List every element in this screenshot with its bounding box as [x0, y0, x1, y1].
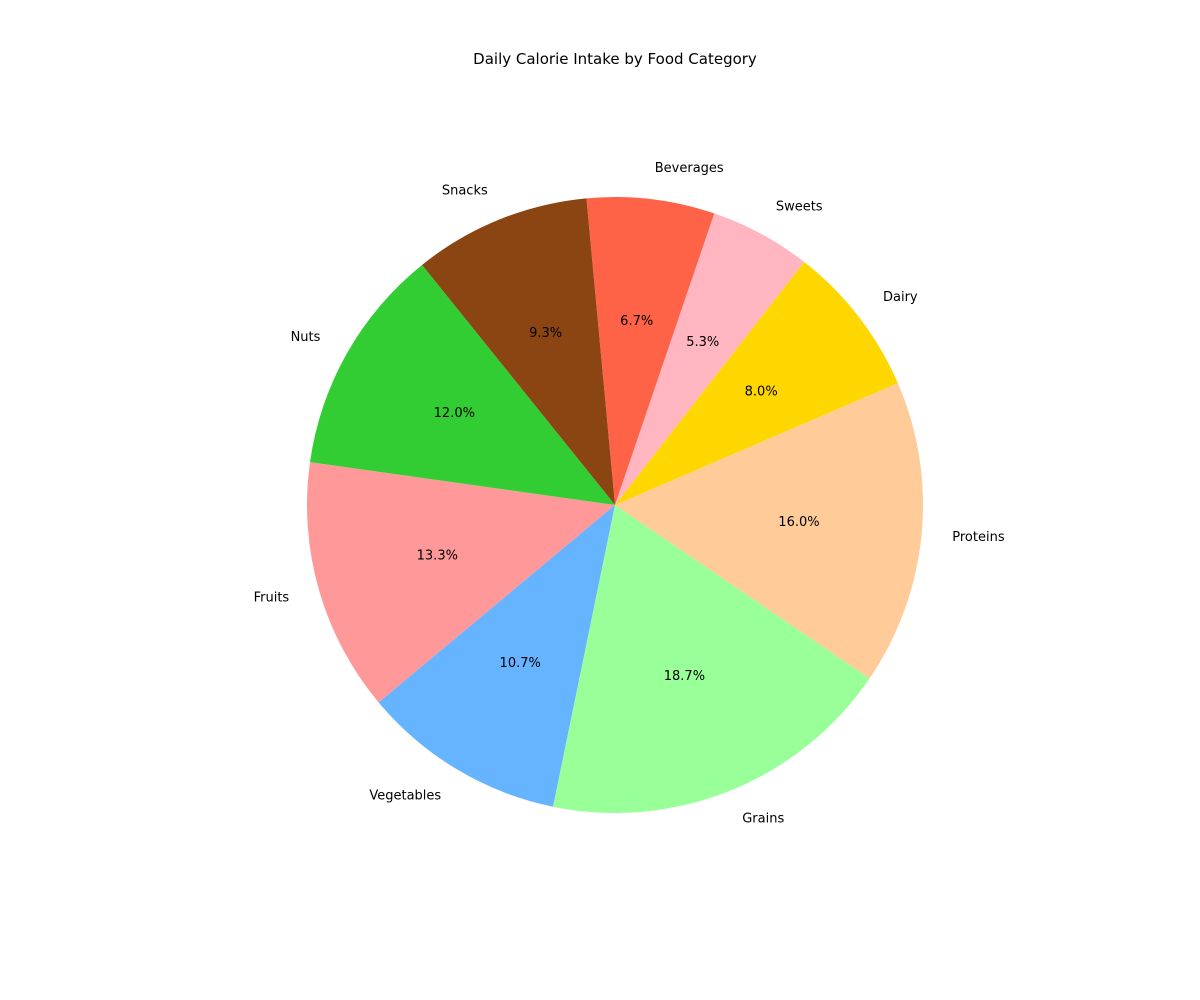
- pie-slice-dairy: [615, 261, 898, 505]
- pie-slice-fruits: [307, 462, 615, 703]
- slice-label-grains: Grains: [742, 811, 784, 826]
- pie-slice-grains: [553, 505, 870, 813]
- pie-slice-proteins: [615, 383, 923, 679]
- slice-percent-snacks: 9.3%: [529, 326, 562, 341]
- chart-title: Daily Calorie Intake by Food Category: [473, 50, 757, 68]
- slice-percent-beverages: 6.7%: [620, 314, 653, 329]
- pie-slice-vegetables: [378, 505, 615, 807]
- slice-percent-sweets: 5.3%: [686, 335, 719, 350]
- slice-label-fruits: Fruits: [254, 591, 290, 606]
- slice-label-proteins: Proteins: [952, 530, 1005, 545]
- slice-label-beverages: Beverages: [655, 161, 724, 176]
- slice-label-snacks: Snacks: [442, 184, 488, 199]
- slice-percent-fruits: 13.3%: [417, 548, 458, 563]
- slice-label-vegetables: Vegetables: [369, 788, 441, 803]
- pie-slice-snacks: [422, 198, 615, 506]
- slice-percent-vegetables: 10.7%: [500, 656, 541, 671]
- pie-slice-nuts: [309, 264, 615, 505]
- slice-percent-proteins: 16.0%: [778, 515, 819, 530]
- slice-percent-dairy: 8.0%: [745, 384, 778, 399]
- slice-label-sweets: Sweets: [776, 199, 823, 214]
- slice-percent-nuts: 12.0%: [434, 406, 475, 421]
- slice-label-nuts: Nuts: [291, 330, 321, 345]
- pie-labels: Fruits 13.3% Vegetables 10.7% Grains 18.7% Pro…: [254, 161, 1005, 826]
- slice-percent-grains: 18.7%: [664, 669, 705, 684]
- pie-slice-beverages: [586, 196, 715, 505]
- pie-slices: [307, 196, 923, 813]
- pie-slice-sweets: [615, 213, 805, 506]
- slice-label-dairy: Dairy: [883, 290, 918, 305]
